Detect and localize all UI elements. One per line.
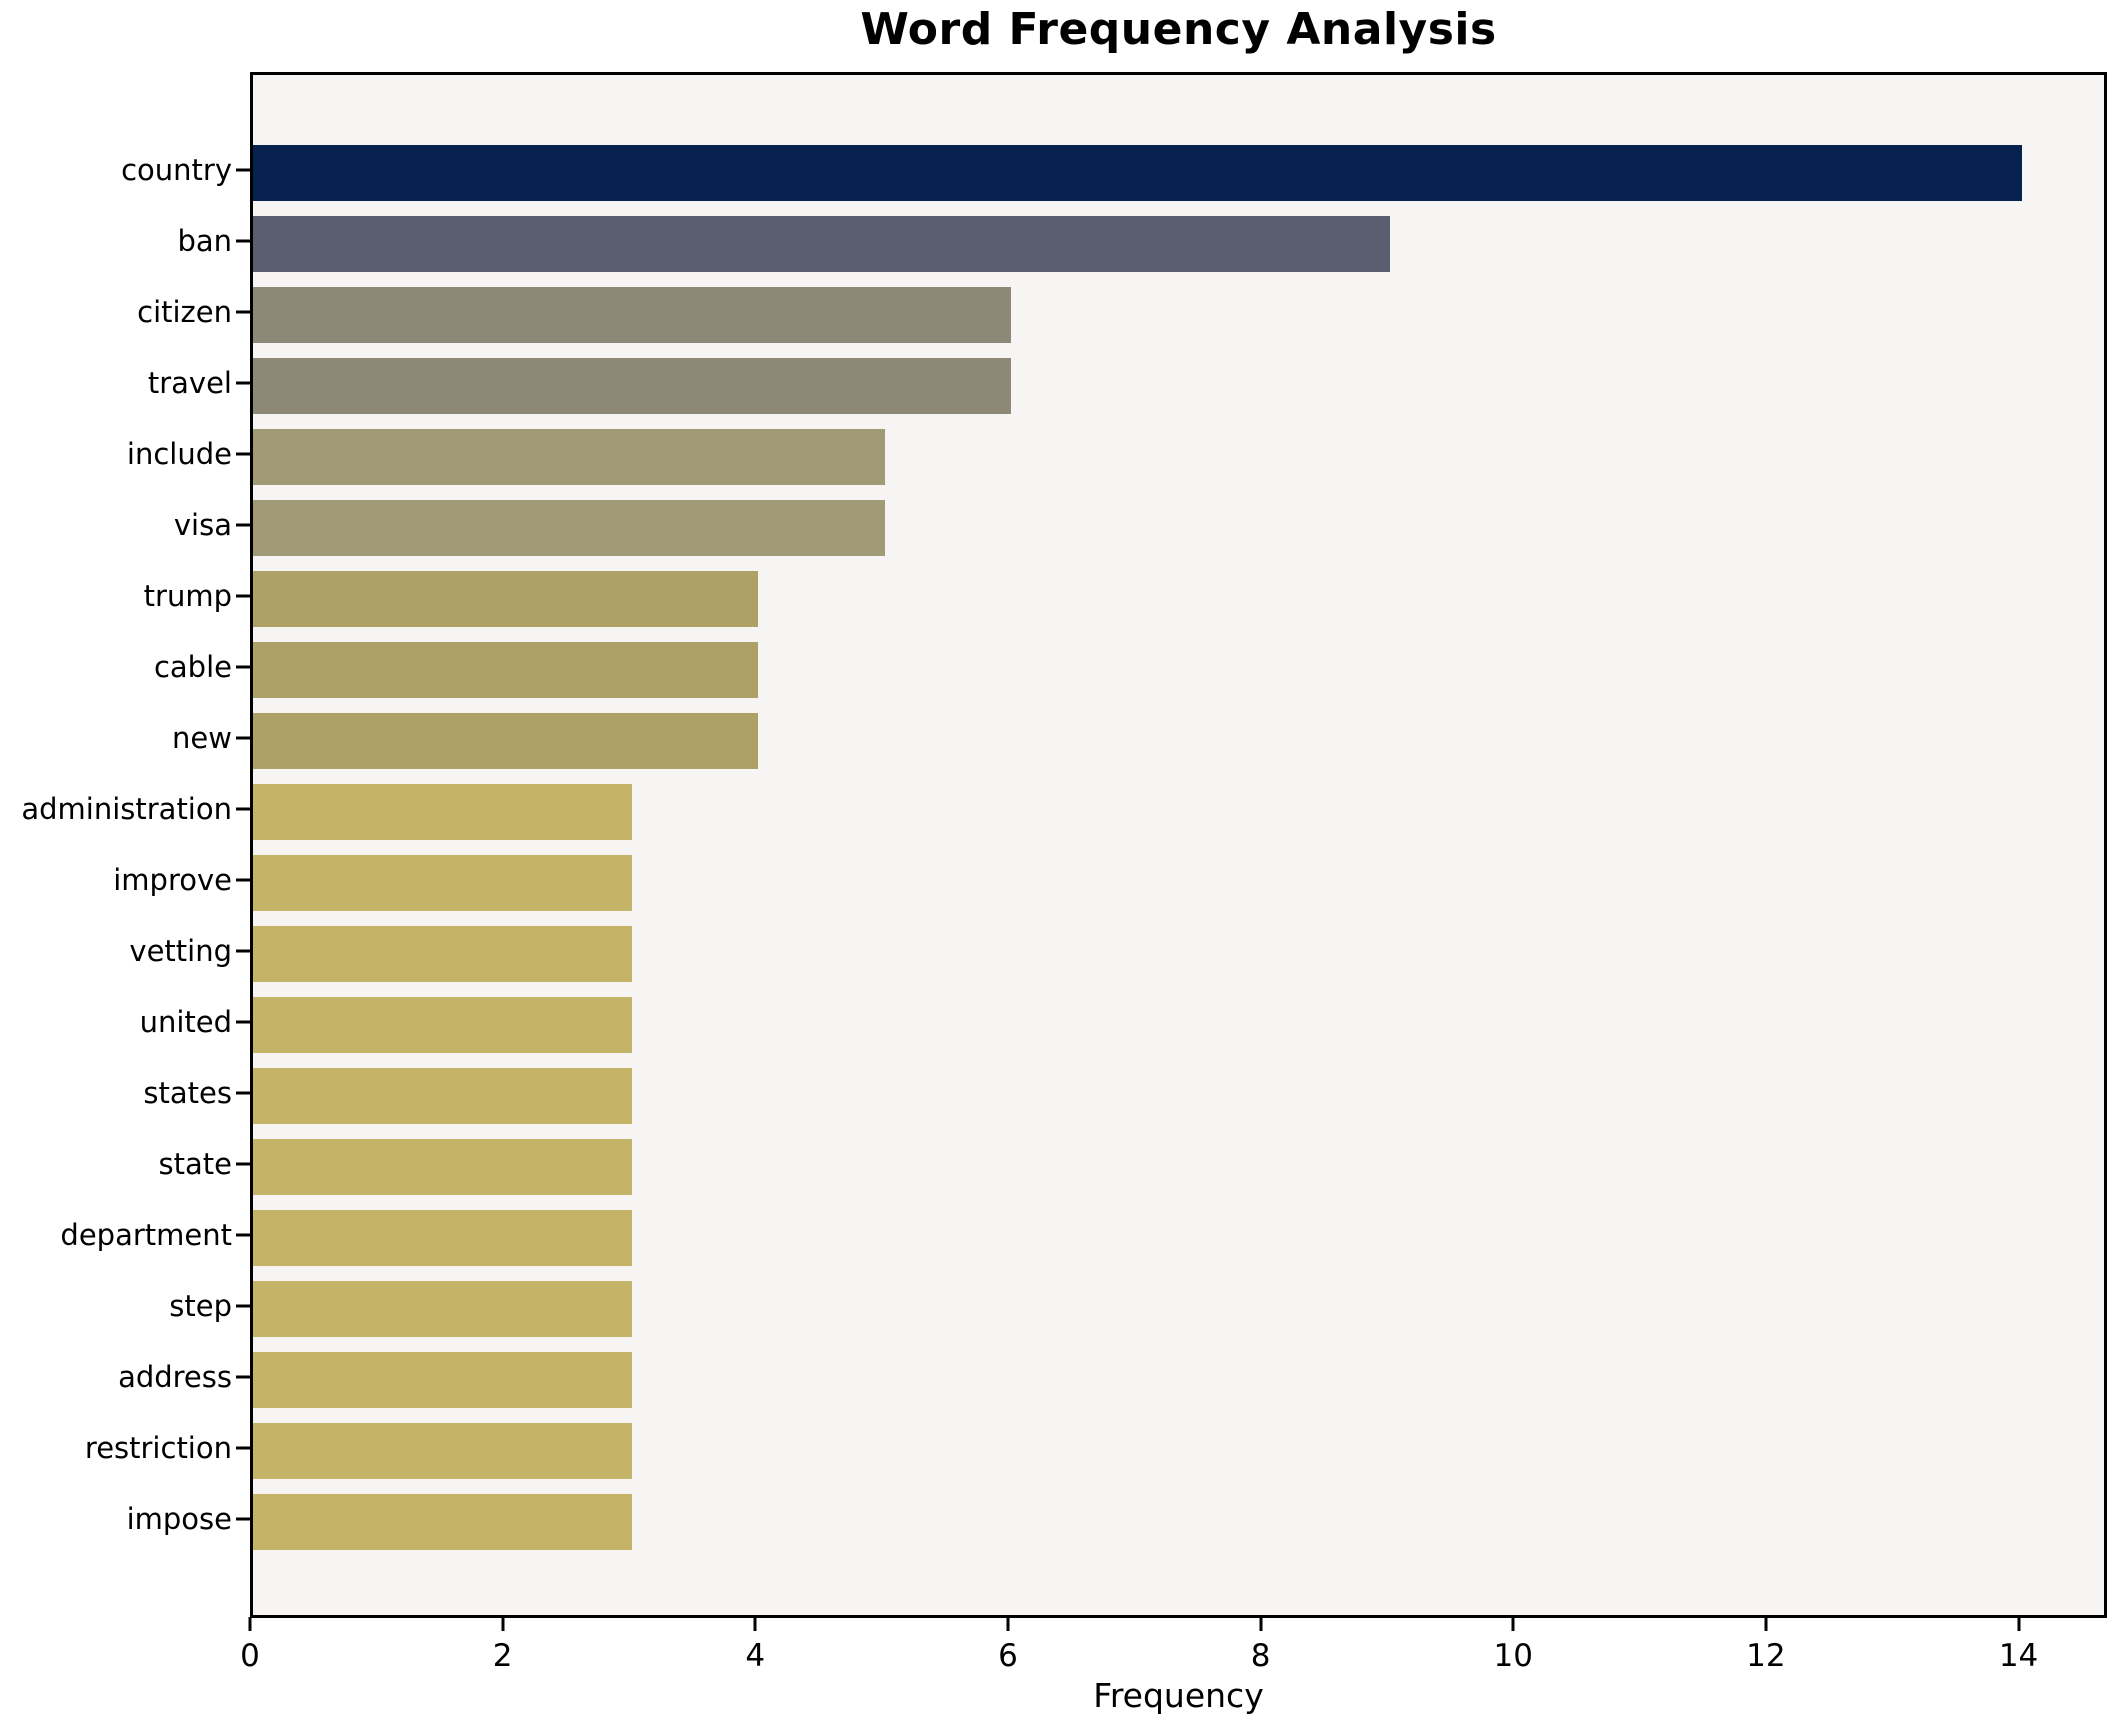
y-tick-label-states: states [143, 1076, 232, 1110]
bar-country [253, 145, 2022, 201]
y-tick-mark [236, 878, 250, 882]
bar-vetting [253, 926, 632, 982]
x-tick-label-12: 12 [1746, 1638, 1786, 1674]
bar-department [253, 1210, 632, 1266]
y-tick-mark [236, 381, 250, 385]
y-tick-mark [236, 807, 250, 811]
y-tick-label-include: include [126, 437, 232, 471]
x-tick-mark [248, 1617, 252, 1631]
x-tick-mark [501, 1617, 505, 1631]
bar-ban [253, 216, 1390, 272]
y-tick-mark [236, 1162, 250, 1166]
y-tick-mark [236, 239, 250, 243]
bar-restriction [253, 1423, 632, 1479]
bar-travel [253, 358, 1011, 414]
x-axis-label: Frequency [1093, 1676, 1264, 1715]
x-tick-mark [1006, 1617, 1010, 1631]
y-tick-mark [236, 665, 250, 669]
bar-visa [253, 500, 885, 556]
y-tick-mark [236, 1375, 250, 1379]
bar-state [253, 1139, 632, 1195]
y-tick-label-ban: ban [177, 224, 232, 258]
x-tick-label-8: 8 [1250, 1638, 1271, 1674]
x-tick-label-14: 14 [1998, 1638, 2039, 1674]
y-tick-label-address: address [118, 1360, 232, 1394]
y-tick-label-vetting: vetting [129, 934, 232, 968]
y-tick-label-impose: impose [126, 1502, 232, 1536]
x-tick-mark [1764, 1617, 1768, 1631]
bar-cable [253, 642, 758, 698]
y-tick-label-improve: improve [113, 863, 232, 897]
y-tick-mark [236, 168, 250, 172]
bar-step [253, 1281, 632, 1337]
bar-citizen [253, 287, 1011, 343]
bar-states [253, 1068, 632, 1124]
y-tick-label-country: country [121, 153, 232, 187]
y-tick-label-new: new [172, 721, 232, 755]
bar-improve [253, 855, 632, 911]
plot-area [250, 72, 2107, 1618]
y-tick-mark [236, 1304, 250, 1308]
y-tick-label-travel: travel [147, 366, 232, 400]
y-tick-label-administration: administration [21, 792, 232, 826]
y-tick-mark [236, 523, 250, 527]
y-tick-label-restriction: restriction [84, 1431, 232, 1465]
bar-address [253, 1352, 632, 1408]
y-tick-label-citizen: citizen [137, 295, 232, 329]
x-tick-mark [1511, 1617, 1515, 1631]
y-tick-mark [236, 1517, 250, 1521]
y-tick-mark [236, 310, 250, 314]
x-tick-label-6: 6 [998, 1638, 1018, 1674]
x-tick-mark [753, 1617, 757, 1631]
y-tick-label-department: department [60, 1218, 232, 1252]
bar-new [253, 713, 758, 769]
y-tick-label-step: step [169, 1289, 232, 1323]
x-tick-label-10: 10 [1493, 1638, 1533, 1674]
y-tick-mark [236, 1233, 250, 1237]
bar-united [253, 997, 632, 1053]
y-tick-label-cable: cable [153, 650, 232, 684]
chart-title: Word Frequency Analysis [860, 4, 1497, 55]
bar-impose [253, 1494, 632, 1550]
x-tick-mark [1259, 1617, 1263, 1631]
y-tick-mark [236, 949, 250, 953]
x-tick-label-4: 4 [745, 1638, 766, 1674]
y-tick-mark [236, 1091, 250, 1095]
bar-administration [253, 784, 632, 840]
y-tick-mark [236, 1446, 250, 1450]
x-tick-label-2: 2 [492, 1638, 513, 1674]
x-tick-mark [2017, 1617, 2021, 1631]
y-tick-label-visa: visa [173, 508, 232, 542]
x-tick-label-0: 0 [240, 1638, 260, 1674]
y-tick-mark [236, 452, 250, 456]
bar-trump [253, 571, 758, 627]
bar-include [253, 429, 885, 485]
y-tick-mark [236, 736, 250, 740]
y-tick-label-state: state [158, 1147, 232, 1181]
y-tick-label-trump: trump [143, 579, 232, 613]
y-tick-mark [236, 1020, 250, 1024]
y-tick-label-united: united [139, 1005, 232, 1039]
y-tick-mark [236, 594, 250, 598]
